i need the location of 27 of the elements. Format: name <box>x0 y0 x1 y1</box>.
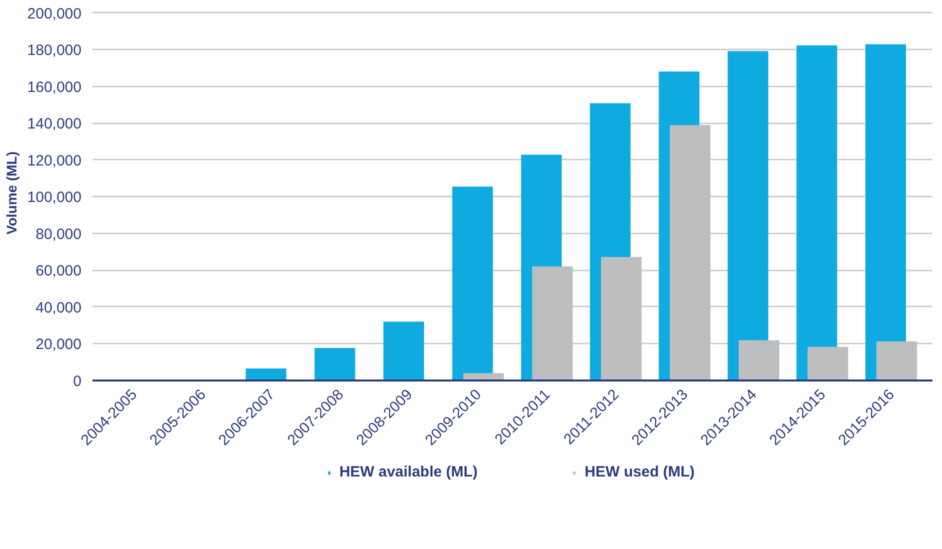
y-tick-label: 200,000 <box>27 5 82 22</box>
bar <box>670 125 710 380</box>
bar <box>383 322 424 380</box>
bar <box>314 348 356 380</box>
y-tick-label: 140,000 <box>27 116 82 133</box>
bar <box>246 368 286 380</box>
bar <box>796 45 838 380</box>
y-tick-label: 100,000 <box>27 189 82 206</box>
bar <box>532 266 573 380</box>
y-tick-label: 0 <box>73 373 82 390</box>
y-tick-label: 20,000 <box>36 336 82 354</box>
y-axis-title: Volume (ML) <box>3 152 20 234</box>
legend-label: HEW available (ML) <box>339 464 478 480</box>
bar <box>452 186 493 380</box>
bar <box>600 256 642 380</box>
y-tick-label: 180,000 <box>27 42 82 60</box>
bar <box>728 51 768 380</box>
y-tick-label: 80,000 <box>36 226 82 243</box>
legend-label: HEW used (ML) <box>584 464 695 480</box>
y-tick-label: 60,000 <box>36 262 82 280</box>
y-tick-label: 120,000 <box>27 152 82 170</box>
bar <box>808 346 848 380</box>
bar <box>876 341 918 380</box>
bar <box>865 44 906 380</box>
bar <box>738 340 780 380</box>
y-tick-label: 160,000 <box>27 78 82 96</box>
y-tick-label: 40,000 <box>36 299 82 316</box>
